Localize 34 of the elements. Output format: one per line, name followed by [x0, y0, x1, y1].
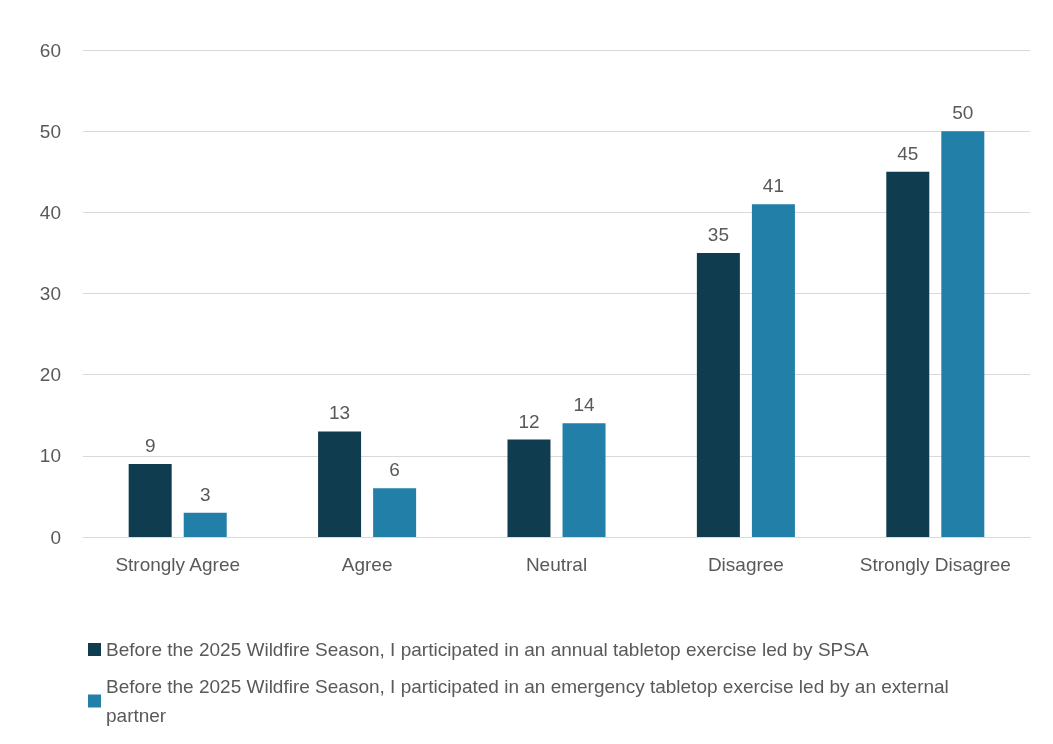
- data-label: 9: [144, 434, 156, 456]
- y-tick-label: 60: [39, 39, 61, 61]
- bar: [941, 131, 985, 537]
- x-tick-label: Disagree: [707, 554, 784, 575]
- bar: [318, 431, 362, 537]
- x-tick-label: Strongly Disagree: [859, 554, 1011, 575]
- bar: [696, 252, 740, 537]
- y-tick-label: 50: [39, 120, 61, 142]
- data-label: 50: [952, 102, 974, 124]
- data-label: 45: [897, 142, 919, 164]
- bar: [507, 439, 551, 537]
- x-tick-label: Strongly Agree: [115, 554, 241, 575]
- y-tick-label: 40: [39, 201, 61, 223]
- data-label: 41: [762, 175, 784, 197]
- y-tick-label: 10: [39, 445, 61, 467]
- bar: [886, 171, 930, 537]
- data-label: 13: [329, 402, 351, 424]
- legend-label: Before the 2025 Wildfire Season, I participated in an emergency tabletop exercise led by an external partner: [106, 676, 955, 726]
- x-tick-label: Neutral: [525, 554, 588, 575]
- y-tick-label: 20: [39, 364, 61, 386]
- x-tick-label: Agree: [341, 554, 393, 575]
- data-label: 14: [573, 394, 596, 416]
- bar: [751, 204, 795, 537]
- y-tick-label: 30: [39, 283, 61, 304]
- data-label: 35: [707, 223, 729, 245]
- data-label: 6: [389, 459, 400, 481]
- legend-label: Before the 2025 Wildfire Season, I participated in an annual tabletop exercise led by SPSA: [106, 639, 869, 660]
- bar: [562, 423, 606, 537]
- data-label: 3: [199, 483, 211, 505]
- data-label: 12: [518, 410, 540, 432]
- bar: [373, 488, 417, 537]
- bar: [183, 512, 227, 537]
- bar: [128, 463, 172, 537]
- y-tick-label: 0: [50, 526, 61, 548]
